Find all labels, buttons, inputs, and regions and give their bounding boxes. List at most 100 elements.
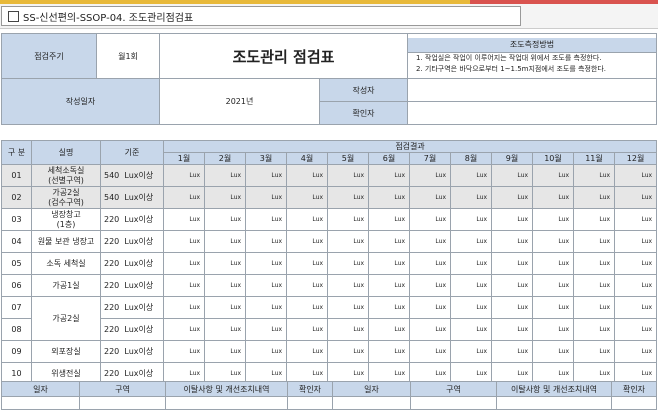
lux-cell[interactable]: Lux <box>491 164 533 187</box>
lux-cell[interactable]: Lux <box>286 164 328 187</box>
lux-cell[interactable]: Lux <box>573 164 615 187</box>
lux-cell[interactable]: Lux <box>327 186 369 209</box>
lux-cell[interactable]: Lux <box>573 230 615 253</box>
lux-cell[interactable]: Lux <box>327 318 369 341</box>
lux-cell[interactable]: Lux <box>327 252 369 275</box>
log-cell[interactable] <box>79 396 166 410</box>
lux-cell[interactable]: Lux <box>491 318 533 341</box>
log-cell[interactable] <box>496 396 612 410</box>
lux-cell[interactable]: Lux <box>368 230 410 253</box>
lux-cell[interactable]: Lux <box>613 186 658 209</box>
lux-cell[interactable]: Lux <box>204 208 246 231</box>
log-cell[interactable] <box>611 396 657 410</box>
date-value[interactable]: 2021년 <box>159 78 320 125</box>
lux-cell[interactable]: Lux <box>613 164 658 187</box>
lux-cell[interactable]: Lux <box>450 186 492 209</box>
lux-cell[interactable]: Lux <box>532 318 574 341</box>
lux-cell[interactable]: Lux <box>491 186 533 209</box>
lux-cell[interactable]: Lux <box>532 208 574 231</box>
lux-cell[interactable]: Lux <box>327 230 369 253</box>
checkbox-icon[interactable] <box>8 10 19 22</box>
lux-cell[interactable]: Lux <box>532 296 574 319</box>
lux-cell[interactable]: Lux <box>450 252 492 275</box>
checker-field[interactable] <box>407 101 658 125</box>
lux-cell[interactable]: Lux <box>450 164 492 187</box>
lux-cell[interactable]: Lux <box>491 252 533 275</box>
lux-cell[interactable]: Lux <box>409 252 451 275</box>
lux-cell[interactable]: Lux <box>368 186 410 209</box>
lux-cell[interactable]: Lux <box>204 186 246 209</box>
lux-cell[interactable]: Lux <box>368 340 410 363</box>
cycle-value[interactable]: 월1회 <box>96 33 160 79</box>
lux-cell[interactable]: Lux <box>204 252 246 275</box>
lux-cell[interactable]: Lux <box>409 340 451 363</box>
lux-cell[interactable]: Lux <box>204 230 246 253</box>
lux-cell[interactable]: Lux <box>491 208 533 231</box>
lux-cell[interactable]: Lux <box>368 252 410 275</box>
lux-cell[interactable]: Lux <box>450 274 492 297</box>
lux-cell[interactable]: Lux <box>573 340 615 363</box>
lux-cell[interactable]: Lux <box>163 274 205 297</box>
lux-cell[interactable]: Lux <box>409 186 451 209</box>
lux-cell[interactable]: Lux <box>532 274 574 297</box>
lux-cell[interactable]: Lux <box>409 318 451 341</box>
lux-cell[interactable]: Lux <box>286 296 328 319</box>
lux-cell[interactable]: Lux <box>163 186 205 209</box>
lux-cell[interactable]: Lux <box>573 318 615 341</box>
lux-cell[interactable]: Lux <box>409 296 451 319</box>
lux-cell[interactable]: Lux <box>613 340 658 363</box>
log-cell[interactable] <box>332 396 411 410</box>
lux-cell[interactable]: Lux <box>245 340 287 363</box>
lux-cell[interactable]: Lux <box>409 230 451 253</box>
lux-cell[interactable]: Lux <box>491 296 533 319</box>
lux-cell[interactable]: Lux <box>245 318 287 341</box>
writer-field[interactable] <box>407 78 658 102</box>
lux-cell[interactable]: Lux <box>163 164 205 187</box>
lux-cell[interactable]: Lux <box>613 252 658 275</box>
lux-cell[interactable]: Lux <box>204 340 246 363</box>
lux-cell[interactable]: Lux <box>245 252 287 275</box>
lux-cell[interactable]: Lux <box>532 164 574 187</box>
lux-cell[interactable]: Lux <box>409 208 451 231</box>
lux-cell[interactable]: Lux <box>613 230 658 253</box>
lux-cell[interactable]: Lux <box>573 296 615 319</box>
sheet-tab[interactable]: SS-신선편의-SSOP-04. 조도관리점검표 <box>1 6 521 26</box>
lux-cell[interactable]: Lux <box>368 296 410 319</box>
lux-cell[interactable]: Lux <box>245 164 287 187</box>
lux-cell[interactable]: Lux <box>450 230 492 253</box>
lux-cell[interactable]: Lux <box>286 230 328 253</box>
lux-cell[interactable]: Lux <box>573 208 615 231</box>
lux-cell[interactable]: Lux <box>368 164 410 187</box>
lux-cell[interactable]: Lux <box>204 318 246 341</box>
lux-cell[interactable]: Lux <box>163 230 205 253</box>
log-cell[interactable] <box>165 396 288 410</box>
lux-cell[interactable]: Lux <box>613 296 658 319</box>
lux-cell[interactable]: Lux <box>286 340 328 363</box>
lux-cell[interactable]: Lux <box>573 274 615 297</box>
lux-cell[interactable]: Lux <box>163 252 205 275</box>
lux-cell[interactable]: Lux <box>613 274 658 297</box>
lux-cell[interactable]: Lux <box>204 296 246 319</box>
lux-cell[interactable]: Lux <box>163 318 205 341</box>
lux-cell[interactable]: Lux <box>286 252 328 275</box>
lux-cell[interactable]: Lux <box>532 252 574 275</box>
lux-cell[interactable]: Lux <box>204 274 246 297</box>
lux-cell[interactable]: Lux <box>532 340 574 363</box>
lux-cell[interactable]: Lux <box>163 296 205 319</box>
lux-cell[interactable]: Lux <box>450 318 492 341</box>
lux-cell[interactable]: Lux <box>163 208 205 231</box>
lux-cell[interactable]: Lux <box>286 186 328 209</box>
lux-cell[interactable]: Lux <box>368 274 410 297</box>
lux-cell[interactable]: Lux <box>532 186 574 209</box>
lux-cell[interactable]: Lux <box>245 208 287 231</box>
lux-cell[interactable]: Lux <box>491 274 533 297</box>
lux-cell[interactable]: Lux <box>450 296 492 319</box>
lux-cell[interactable]: Lux <box>450 340 492 363</box>
lux-cell[interactable]: Lux <box>409 274 451 297</box>
lux-cell[interactable]: Lux <box>327 164 369 187</box>
lux-cell[interactable]: Lux <box>613 318 658 341</box>
lux-cell[interactable]: Lux <box>204 164 246 187</box>
lux-cell[interactable]: Lux <box>163 340 205 363</box>
lux-cell[interactable]: Lux <box>491 340 533 363</box>
lux-cell[interactable]: Lux <box>532 230 574 253</box>
